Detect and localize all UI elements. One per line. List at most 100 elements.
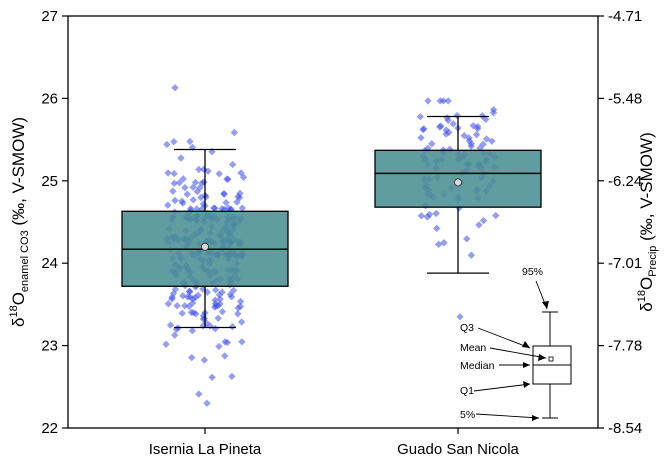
data-point	[465, 137, 474, 145]
mean-marker	[453, 178, 463, 187]
box-2	[374, 115, 542, 274]
data-point	[164, 169, 172, 177]
right-tick-label: -7.78	[608, 338, 642, 355]
mean-marker	[200, 242, 210, 251]
data-point	[428, 140, 436, 148]
legend-label-q3: Q3	[460, 322, 474, 334]
data-point	[177, 154, 185, 162]
legend-label-q1: Q1	[460, 385, 474, 397]
data-point	[181, 302, 189, 310]
data-point	[478, 112, 487, 120]
data-point	[163, 140, 171, 149]
left-axis-ticks: 22 23 24 25 26 27	[41, 8, 68, 437]
left-tick-label: 24	[41, 255, 58, 272]
data-point	[220, 190, 228, 198]
data-point	[208, 373, 216, 381]
data-point	[195, 165, 203, 174]
data-point	[189, 309, 198, 317]
left-tick-label: 22	[41, 420, 58, 437]
data-point	[170, 169, 178, 178]
data-point	[222, 198, 230, 207]
left-tick-label: 23	[41, 338, 58, 355]
data-point	[164, 201, 172, 209]
data-point	[229, 286, 238, 295]
data-point	[173, 302, 181, 310]
boxes-layer	[121, 115, 542, 329]
data-point	[238, 204, 247, 212]
data-point	[215, 342, 223, 351]
data-point	[171, 196, 179, 205]
data-point	[236, 297, 245, 306]
data-point	[186, 137, 194, 146]
legend-label-5: 5%	[460, 409, 475, 421]
data-point	[463, 235, 471, 243]
data-point	[223, 175, 231, 183]
legend-arrowheads	[522, 301, 549, 421]
data-point	[453, 111, 461, 120]
y-axis-right-title: δ18OPrecip (‰, V-SMOW)	[636, 132, 659, 311]
data-point	[444, 97, 452, 105]
data-point	[436, 97, 444, 105]
data-point	[169, 187, 177, 195]
data-point	[171, 331, 179, 339]
right-axis-ticks: -8.54 -7.78 -7.01 -6.24 -5.48 -4.71	[598, 8, 642, 437]
data-point	[467, 251, 476, 259]
data-point	[435, 123, 444, 131]
legend-arrows	[473, 280, 548, 419]
data-point	[218, 288, 226, 296]
data-point	[228, 160, 237, 169]
data-point	[211, 286, 220, 294]
data-point	[228, 372, 236, 381]
data-point	[433, 224, 441, 233]
right-tick-label: -5.48	[608, 90, 642, 107]
data-point	[170, 138, 178, 146]
left-tick-label: 27	[41, 8, 58, 25]
data-point	[230, 128, 239, 137]
data-point	[179, 292, 187, 300]
data-point	[475, 221, 483, 229]
legend-mean-marker	[548, 356, 554, 362]
data-point	[216, 295, 224, 303]
data-point	[482, 135, 491, 143]
data-point	[188, 299, 197, 307]
left-tick-label: 25	[41, 173, 58, 190]
data-point	[442, 126, 450, 134]
data-point	[237, 318, 246, 326]
x-tick-label-1: Isernia La Pineta	[149, 441, 262, 458]
data-point	[203, 399, 211, 407]
data-point	[195, 390, 203, 398]
data-point	[221, 352, 229, 360]
data-point	[234, 310, 242, 318]
data-point	[417, 212, 426, 220]
data-point	[492, 211, 500, 220]
data-point	[417, 134, 425, 142]
plot-frame	[67, 15, 599, 429]
data-point	[188, 327, 197, 335]
data-point	[189, 196, 197, 204]
data-point	[183, 190, 191, 198]
right-tick-label: -8.54	[608, 420, 642, 437]
data-point	[449, 120, 457, 128]
data-point	[216, 300, 224, 308]
data-point	[228, 323, 237, 331]
data-point	[181, 183, 189, 192]
data-point	[214, 314, 222, 322]
right-tick-label: -4.71	[608, 8, 642, 25]
data-point	[456, 313, 464, 321]
data-point	[432, 209, 440, 218]
legend-label-95: 95%	[522, 266, 543, 278]
data-point	[186, 293, 194, 301]
data-point	[210, 204, 218, 212]
x-axis-ticks	[204, 428, 459, 434]
data-point	[200, 356, 209, 364]
data-point	[444, 116, 452, 125]
data-point	[168, 295, 176, 303]
data-point	[171, 285, 180, 293]
data-point	[472, 131, 481, 139]
data-point	[171, 84, 179, 92]
data-point	[442, 130, 450, 138]
data-point	[238, 338, 246, 346]
data-point	[416, 113, 425, 121]
data-point	[189, 183, 197, 191]
